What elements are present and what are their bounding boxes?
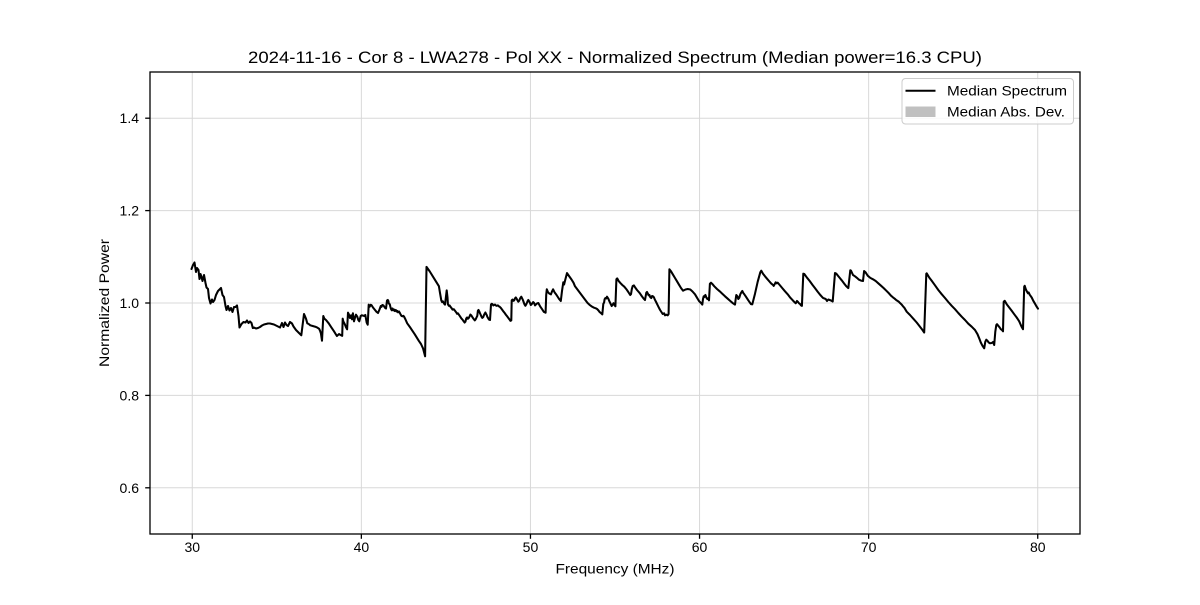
svg-text:60: 60 (692, 539, 708, 555)
svg-text:Median Spectrum: Median Spectrum (947, 83, 1067, 99)
svg-text:50: 50 (523, 539, 539, 555)
svg-text:0.6: 0.6 (120, 480, 140, 496)
svg-text:2024-11-16 - Cor 8 - LWA278 -: 2024-11-16 - Cor 8 - LWA278 - Pol XX - N… (248, 48, 982, 67)
svg-text:Frequency (MHz): Frequency (MHz) (556, 561, 675, 577)
svg-text:70: 70 (861, 539, 877, 555)
svg-text:Median Abs. Dev.: Median Abs. Dev. (947, 103, 1065, 119)
svg-text:80: 80 (1030, 539, 1046, 555)
svg-text:0.8: 0.8 (120, 387, 140, 403)
svg-text:1.2: 1.2 (120, 203, 140, 219)
svg-text:30: 30 (184, 539, 200, 555)
svg-text:1.4: 1.4 (120, 110, 140, 126)
svg-text:40: 40 (354, 539, 370, 555)
svg-text:1.0: 1.0 (120, 295, 140, 311)
svg-text:Normalized Power: Normalized Power (96, 239, 112, 367)
